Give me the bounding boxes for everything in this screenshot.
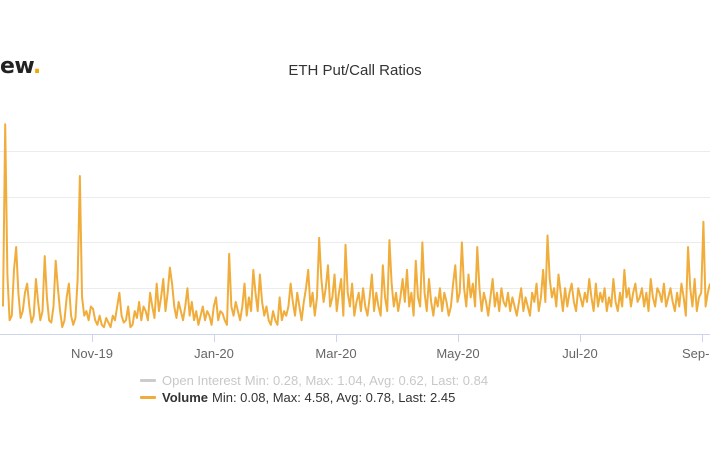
series-line-volume[interactable] <box>2 123 710 329</box>
brand-logo: ew. <box>0 54 41 79</box>
x-tick-label: Nov-19 <box>71 346 113 361</box>
brand-logo-text: ew <box>0 54 33 79</box>
legend-swatch-open-interest <box>140 379 156 382</box>
chart-series-layer <box>2 123 710 329</box>
chart-x-axis: Nov-19 Jan-20 Mar-20 May-20 Jul-20 Sep- <box>0 334 710 361</box>
chart-title: ETH Put/Call Ratios <box>288 62 422 79</box>
x-tick-label: Mar-20 <box>315 346 356 361</box>
legend-swatch-volume <box>140 396 156 399</box>
brand-logo-dot: . <box>32 54 41 79</box>
x-tick-label: Jul-20 <box>562 346 597 361</box>
x-tick-label: Sep- <box>682 346 709 361</box>
legend-item-volume[interactable]: Volume Min: 0.08, Max: 4.58, Avg: 0.78, … <box>140 389 488 406</box>
chart-legend: Open Interest Min: 0.28, Max: 1.04, Avg:… <box>140 372 488 406</box>
chart-grid <box>0 151 710 289</box>
x-tick-label: Jan-20 <box>194 346 234 361</box>
x-tick-label: May-20 <box>436 346 479 361</box>
legend-item-open-interest[interactable]: Open Interest Min: 0.28, Max: 1.04, Avg:… <box>140 372 488 389</box>
legend-stats-volume: Min: 0.08, Max: 4.58, Avg: 0.78, Last: 2… <box>212 390 456 405</box>
legend-stats-open-interest: Min: 0.28, Max: 1.04, Avg: 0.62, Last: 0… <box>244 373 489 388</box>
legend-name-volume: Volume <box>162 390 208 405</box>
legend-name-open-interest: Open Interest <box>162 373 241 388</box>
